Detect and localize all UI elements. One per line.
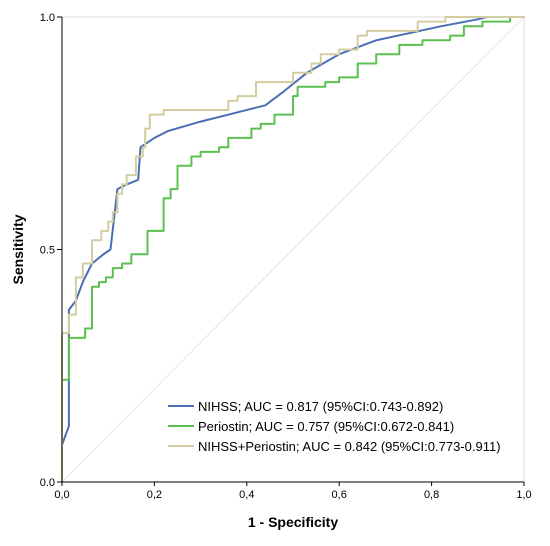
y-tick-label: 1.0 <box>40 12 55 24</box>
roc-curve-series-2 <box>61 16 525 483</box>
x-tick-label: 0,4 <box>239 489 254 501</box>
y-axis-title: Sensitivity <box>10 214 26 284</box>
y-tick-label: 0.5 <box>40 245 55 257</box>
x-tick-label: 1,0 <box>516 489 531 501</box>
x-axis-title: 1 - Specificity <box>248 514 338 530</box>
legend-label-series-1: NIHSS; AUC = 0.817 (95%CI:0.743-0.892) <box>198 399 443 414</box>
x-tick-label: 0,8 <box>424 489 439 501</box>
legend-label-series-3: NIHSS+Periostin; AUC = 0.842 (95%CI:0.77… <box>198 439 501 454</box>
x-tick-label: 0,0 <box>54 489 69 501</box>
x-tick-label: 0,2 <box>147 489 162 501</box>
reference-diagonal-line <box>61 16 525 483</box>
x-tick-label: 0,6 <box>332 489 347 501</box>
roc-curve-series-3 <box>61 16 525 483</box>
y-tick-label: 0.0 <box>40 477 55 489</box>
roc-curve-series-1 <box>61 16 525 483</box>
legend-label-series-2: Periostin; AUC = 0.757 (95%CI:0.672-0.84… <box>198 419 454 434</box>
